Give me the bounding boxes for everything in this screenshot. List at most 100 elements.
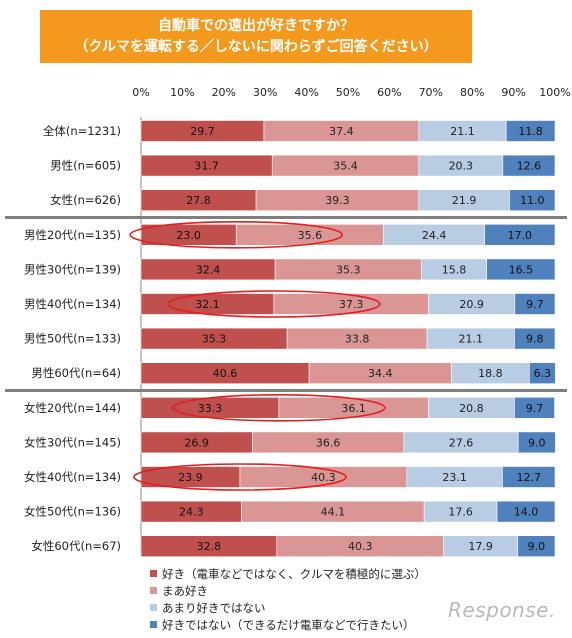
data-label: 40.3 — [311, 471, 336, 484]
data-label: 35.3 — [336, 263, 361, 276]
legend-item: 好き（電車などではなく、クルマを積極的に選ぶ） — [150, 565, 426, 582]
data-label: 18.8 — [478, 367, 503, 380]
data-label: 9.0 — [528, 540, 546, 553]
data-label: 23.9 — [178, 471, 203, 484]
legend-swatch — [150, 570, 157, 577]
legend-label: あまり好きではない — [162, 600, 266, 615]
highlight-ellipse — [129, 221, 344, 249]
data-label: 26.9 — [184, 436, 209, 449]
highlight-ellipse — [133, 463, 347, 491]
legend-item: 好きではない（できるだけ電車などで行きたい） — [150, 616, 426, 633]
category-label: 全体(n=1231) — [43, 124, 121, 138]
bar-segment — [514, 327, 556, 350]
category-label: 女性50代(n=136) — [24, 505, 121, 519]
bar-segment — [517, 431, 556, 454]
data-label: 44.1 — [321, 506, 346, 519]
data-label: 12.7 — [516, 471, 541, 484]
data-label: 12.6 — [517, 160, 542, 173]
data-label: 6.3 — [534, 367, 552, 380]
legend: 好き（電車などではなく、クルマを積極的に選ぶ） まあ好き あまり好きではない好きでは… — [150, 565, 426, 633]
data-label: 21.9 — [452, 194, 477, 207]
data-label: 17.0 — [508, 229, 533, 242]
data-label: 9.8 — [526, 333, 544, 346]
data-label: 37.3 — [339, 298, 364, 311]
data-label: 15.8 — [442, 263, 467, 276]
data-label: 40.6 — [213, 367, 238, 380]
category-label: 女性60代(n=67) — [31, 539, 121, 553]
legend-label: 好き（電車などではなく、クルマを積極的に選ぶ） — [162, 566, 426, 581]
data-label: 27.6 — [449, 436, 474, 449]
x-tick-label: 70% — [419, 86, 443, 99]
data-label: 17.6 — [448, 506, 473, 519]
data-label: 37.4 — [329, 125, 354, 138]
bar-segment — [509, 189, 556, 211]
legend-swatch — [150, 621, 157, 628]
data-label: 39.3 — [325, 194, 350, 207]
bar-segment — [484, 224, 556, 246]
legend-swatch — [150, 587, 157, 594]
category-label: 女性20代(n=144) — [24, 401, 121, 415]
category-label: 女性30代(n=145) — [24, 435, 121, 449]
chart-title-line1: 自動車での遠出が好きですか？ — [158, 17, 354, 34]
legend-item: まあ好き — [150, 582, 426, 599]
data-label: 35.6 — [298, 229, 323, 242]
bar-segment — [502, 466, 556, 488]
data-label: 20.3 — [449, 160, 474, 173]
data-label: 9.0 — [528, 436, 546, 449]
data-label: 23.1 — [442, 471, 467, 484]
bar-segment — [502, 154, 556, 177]
data-label: 23.0 — [176, 229, 201, 242]
category-label: 男性(n=605) — [50, 159, 121, 173]
data-label: 33.8 — [345, 333, 370, 346]
x-tick-label: 10% — [170, 86, 194, 99]
data-label: 24.3 — [179, 506, 204, 519]
x-tick-label: 30% — [253, 86, 277, 99]
category-label: 男性40代(n=134) — [24, 297, 121, 311]
bar-segment — [514, 396, 555, 419]
x-tick-label: 90% — [501, 86, 525, 99]
data-label: 16.5 — [509, 263, 534, 276]
data-label: 20.9 — [459, 298, 484, 311]
data-label: 14.0 — [514, 506, 539, 519]
highlight-ellipse — [172, 393, 386, 422]
data-label: 40.3 — [348, 540, 373, 553]
x-tick-label: 80% — [460, 86, 484, 99]
bar-segment — [529, 362, 556, 385]
data-label: 35.4 — [333, 160, 358, 173]
data-label: 24.4 — [422, 229, 447, 242]
watermark-logo: Response. — [448, 598, 556, 622]
data-label: 32.1 — [195, 298, 220, 311]
highlight-ellipse — [167, 290, 381, 318]
data-label: 17.9 — [468, 540, 493, 553]
x-tick-label: 40% — [294, 86, 318, 99]
data-label: 27.8 — [186, 194, 211, 207]
bar-segment — [486, 258, 556, 281]
category-label: 男性20代(n=135) — [24, 228, 121, 242]
legend-swatch — [150, 604, 157, 611]
data-label: 9.7 — [526, 298, 544, 311]
x-tick-label: 60% — [377, 86, 401, 99]
data-label: 29.7 — [190, 125, 215, 138]
bar-segment — [517, 535, 556, 558]
x-tick-label: 50% — [336, 86, 360, 99]
category-label: 女性(n=626) — [50, 193, 121, 207]
data-label: 21.1 — [450, 125, 475, 138]
data-label: 31.7 — [194, 160, 219, 173]
data-label: 21.1 — [459, 333, 484, 346]
category-label: 男性30代(n=139) — [24, 262, 121, 276]
legend-item: あまり好きではない — [150, 599, 426, 616]
bar-segment — [514, 293, 556, 315]
data-label: 35.3 — [202, 333, 227, 346]
data-label: 20.8 — [459, 402, 484, 415]
legend-label: 好きではない（できるだけ電車などで行きたい） — [162, 617, 415, 632]
x-tick-label: 0% — [132, 86, 149, 99]
category-label: 男性50代(n=133) — [24, 332, 121, 346]
bar-segment — [505, 120, 556, 142]
data-label: 34.4 — [368, 367, 393, 380]
data-label: 11.0 — [520, 194, 545, 207]
data-label: 33.3 — [198, 402, 223, 415]
x-tick-label: 100% — [539, 86, 570, 99]
data-label: 9.7 — [526, 402, 544, 415]
data-label: 32.4 — [196, 263, 221, 276]
